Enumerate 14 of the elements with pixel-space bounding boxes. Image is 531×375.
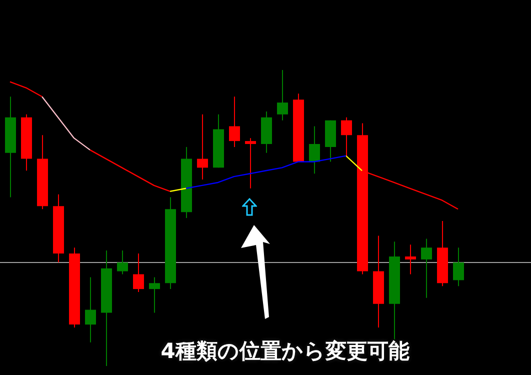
candlestick [341, 116, 352, 156]
candlestick [117, 250, 128, 275]
candlestick [133, 253, 144, 292]
candlestick [453, 247, 464, 287]
candlestick [229, 96, 240, 148]
annotation: 4種類の位置から変更可能 [160, 338, 410, 365]
candlestick [85, 276, 96, 343]
candlestick [309, 126, 320, 174]
candlestick [421, 238, 432, 298]
candlestick [245, 138, 256, 189]
candlestick [405, 244, 416, 275]
candlestick [149, 276, 160, 314]
candlestick [277, 70, 288, 121]
candlestick [197, 114, 208, 180]
